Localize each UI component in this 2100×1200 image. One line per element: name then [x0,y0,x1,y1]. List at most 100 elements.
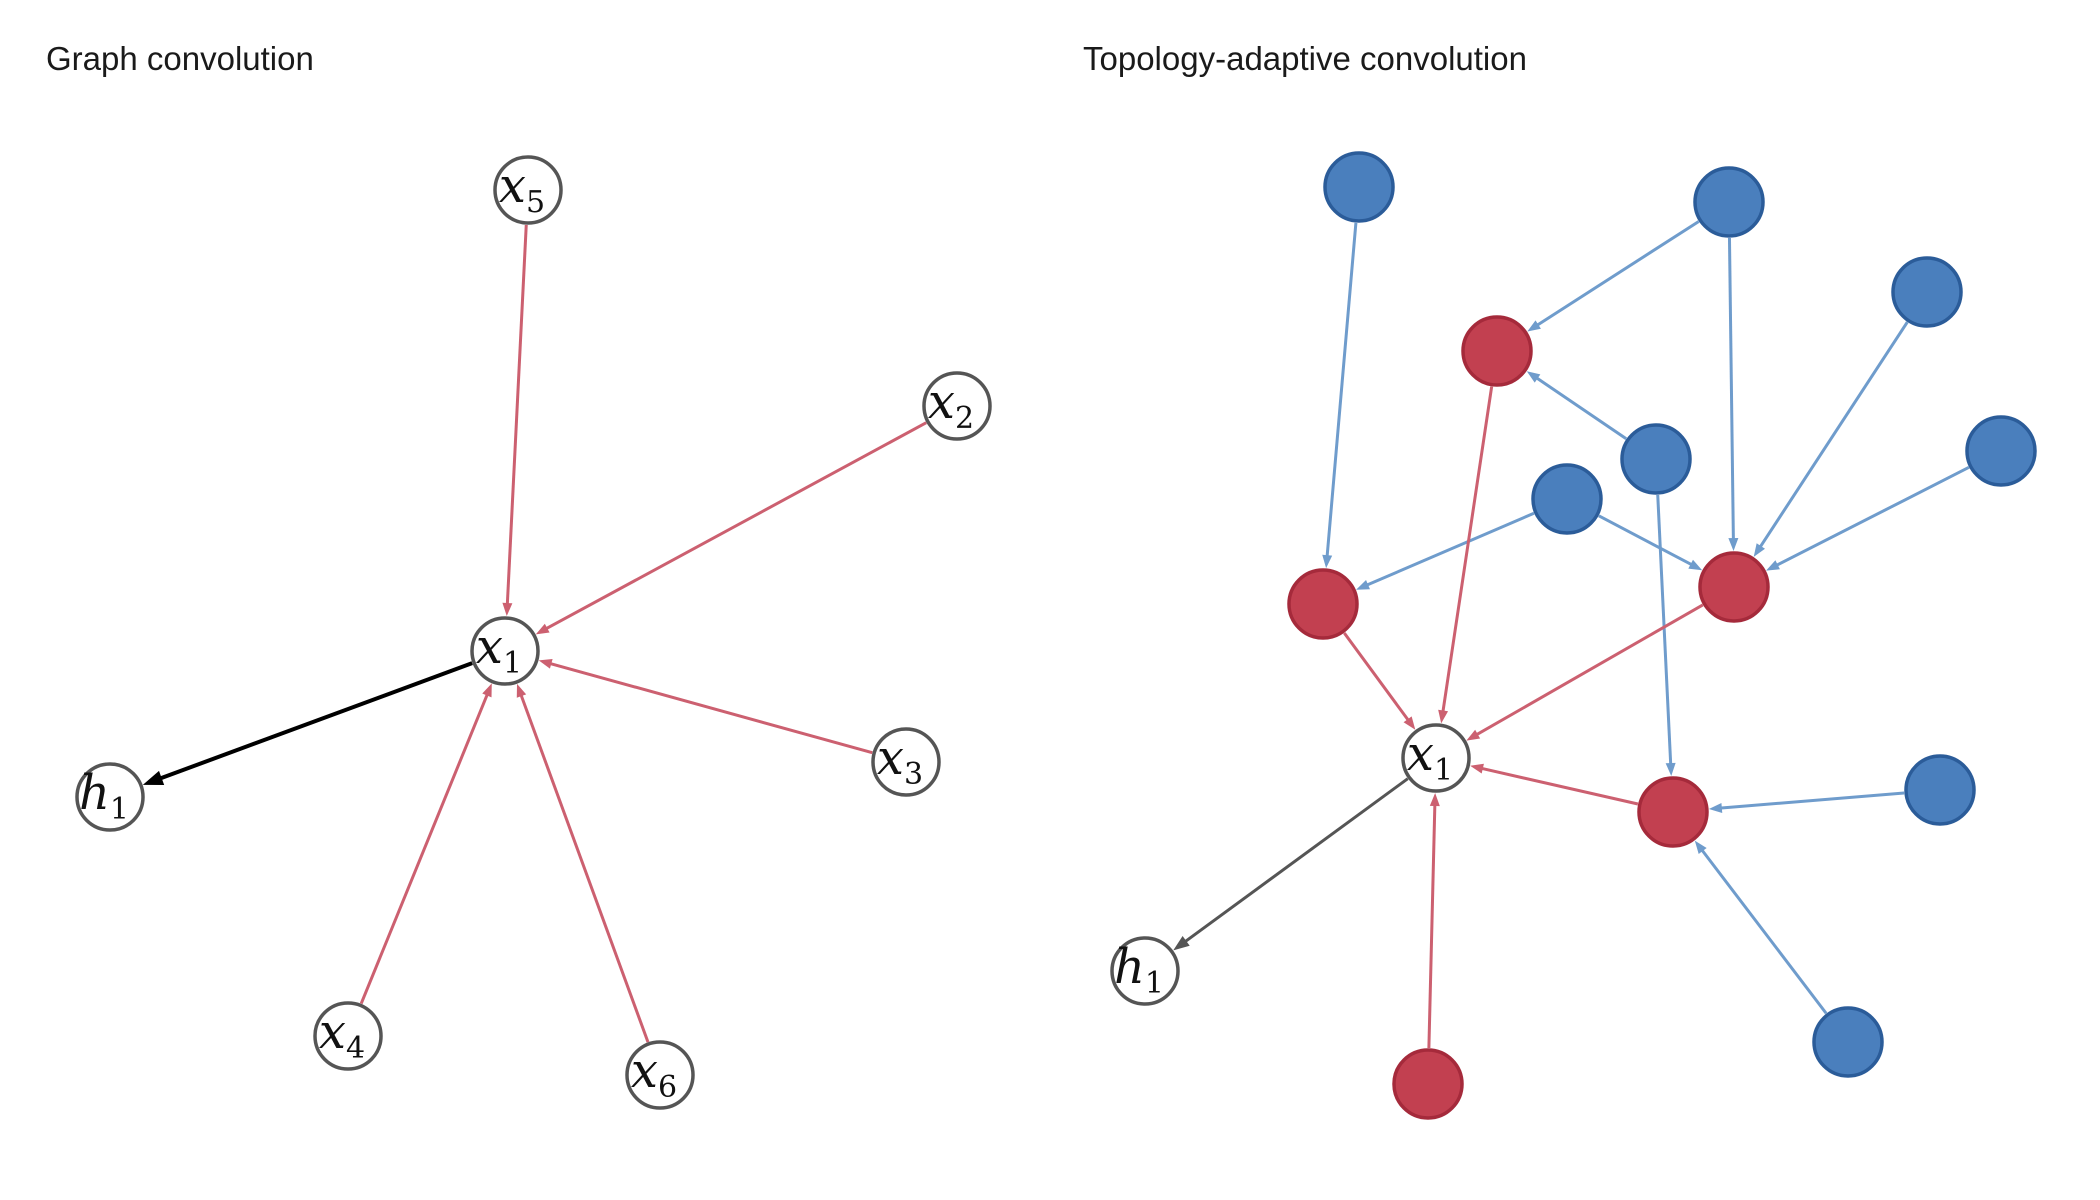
edge-line [1343,632,1410,722]
arrowhead [1728,537,1739,552]
node-label-subscript: 3 [904,757,923,792]
edge-line [1535,220,1700,327]
edge-line [1475,603,1704,737]
edge-line [159,661,473,781]
blue-node-circle [1904,754,1976,826]
node-circle [1401,723,1471,793]
arrowhead [1466,729,1481,741]
node-label-base: h [1114,939,1145,995]
right-edge-b4-to-r4 [1656,494,1676,777]
red-node-circle [1392,1048,1464,1120]
node-label-subscript: 1 [110,792,129,827]
arrowhead [502,602,513,617]
red-node-circle [1287,568,1359,640]
node-circle [922,371,992,441]
node-circle [1110,936,1180,1006]
right-edge-r4-to-rx1 [1470,763,1639,806]
left-node-x3: x3 [871,727,941,797]
node-label-base: x [1407,726,1434,782]
edge-line [1727,237,1735,541]
arrowhead [142,770,165,785]
right-node-r1 [1461,315,1533,387]
blue-node-circle [1891,256,1963,328]
node-label-subscript: 6 [658,1070,677,1105]
node-label-x3: x3 [877,730,923,792]
left-node-x4: x4 [313,1001,383,1071]
node-label-subscript: 1 [1145,966,1164,1001]
arrowhead [516,683,527,698]
arrowhead [1526,371,1541,383]
node-label-x2: x2 [928,374,974,436]
left-node-x2: x2 [922,371,992,441]
right-node-b6 [1531,463,1603,535]
right-edge-b5-to-r3 [1766,466,1970,571]
arrowhead [1438,709,1449,724]
right-node-r5 [1392,1048,1464,1120]
red-node-circle [1698,551,1770,623]
node-circle [313,1001,383,1071]
edge-line [1719,791,1905,810]
edge-line [505,224,528,606]
node-label-subscript: 1 [503,646,522,681]
right-node-b5 [1965,415,2037,487]
right-edge-r1-to-rx1 [1438,386,1494,724]
left-edge-x3-to-x1 [538,658,873,755]
blue-node-circle [1620,423,1692,495]
arrowhead [1708,802,1723,813]
right-node-r4 [1637,776,1709,848]
node-label-x4: x4 [319,1004,365,1066]
right-edge-b2-to-r1 [1527,220,1700,332]
node-label-h1: h1 [1114,939,1164,1001]
node-label-h1: h1 [79,765,129,827]
right-edge-b4-to-r1 [1526,371,1628,441]
right-node-b8 [1812,1006,1884,1078]
right-node-rh1: h1 [1110,936,1180,1006]
right-node-b1 [1323,151,1395,223]
right-edge-b6-to-r3 [1598,514,1703,571]
edge-line [1535,376,1628,441]
edge-line [1183,777,1409,944]
edge-line [519,693,650,1043]
red-node-circle [1637,776,1709,848]
blue-node-circle [1693,166,1765,238]
left-panel-title: Graph convolution [46,40,314,77]
left-node-x5: x5 [493,155,563,225]
node-label-base: x [319,1004,346,1060]
edge-line [1656,494,1673,766]
left-edge-x2-to-x1 [535,421,927,635]
blue-node-circle [1965,415,2037,487]
edge-line [1480,766,1639,806]
edge-line [1325,222,1358,558]
node-label-subscript: 5 [526,185,545,220]
left-edge-x6-to-x1 [516,683,650,1043]
node-label-base: h [79,765,110,821]
node-label-base: x [877,730,904,786]
blue-node-circle [1531,463,1603,535]
right-edge-b7-to-r4 [1708,791,1905,813]
node-label-base: x [499,158,526,214]
red-node-circle [1461,315,1533,387]
arrowhead [1527,320,1541,332]
right-edge-b1-to-r2 [1322,222,1358,569]
left-node-x1: x1 [470,616,540,686]
arrowhead [1322,554,1333,569]
right-panel-title: Topology-adaptive convolution [1083,40,1527,77]
left-edge-x4-to-x1 [359,683,492,1005]
arrowhead [1688,559,1703,571]
arrowhead [1403,716,1416,730]
arrowhead [1173,936,1190,951]
edge-line [1775,466,1970,568]
blue-node-circle [1323,151,1395,223]
arrowhead [1429,792,1440,807]
edge-line [544,421,927,631]
right-edge-b2-to-r3 [1727,237,1739,552]
right-edge-r2-to-rx1 [1343,632,1416,730]
arrowhead [1694,840,1707,855]
node-label-x1: x1 [1407,726,1453,788]
arrowhead [1470,763,1484,774]
edge-line [1700,848,1828,1015]
arrowhead [482,683,492,698]
right-node-r2 [1287,568,1359,640]
